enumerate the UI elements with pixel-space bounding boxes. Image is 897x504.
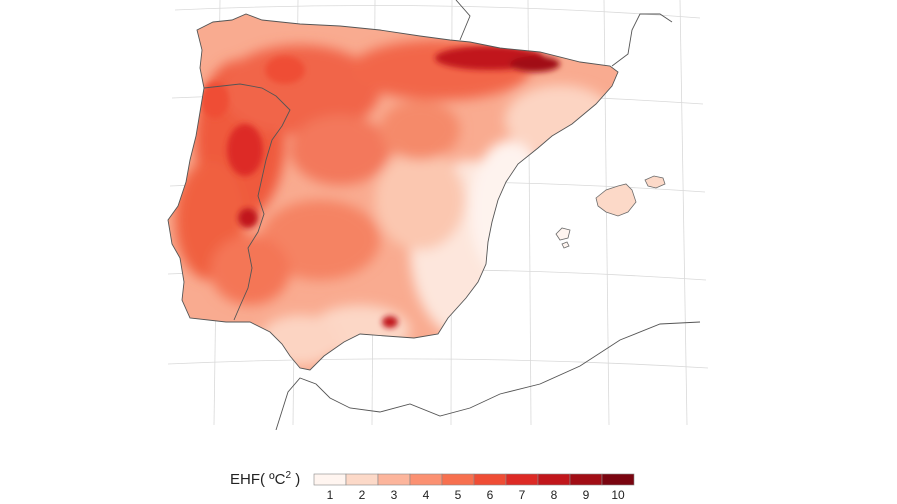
formentera [561,241,570,249]
legend-title-main: EHF( ºC [230,471,286,488]
africa-coast [275,321,701,430]
ibiza [555,227,571,241]
legend-title-sup: 2 [285,470,291,481]
legend-tick-10: 10 [611,488,625,502]
legend-bin-7 [505,473,539,486]
borders [167,0,701,430]
legend-tick-3: 3 [391,488,398,502]
legend-tick-6: 6 [487,488,494,502]
legend-color-bins [313,473,635,486]
legend-tick-2: 2 [359,488,366,502]
legend-bin-10 [601,473,635,486]
france-border [455,0,471,41]
legend-bin-4 [409,473,443,486]
legend-tick-4: 4 [423,488,430,502]
legend-bin-1 [313,473,347,486]
legend-tick-9: 9 [583,488,590,502]
ehf-map [167,0,709,430]
legend-bin-6 [473,473,507,486]
iberia-outline [167,13,619,371]
france-east [611,13,673,67]
menorca [644,175,666,189]
balearic-islands [555,175,666,249]
legend-title-close: ) [291,471,300,488]
legend-tick-labels: 1 2 3 4 5 6 7 8 9 10 [327,488,625,502]
ehf-field-iberia [168,14,618,370]
legend-tick-8: 8 [551,488,558,502]
portugal-spain-border [203,83,291,321]
legend-title: EHF( ºC2 ) [230,470,300,488]
legend: EHF( ºC2 ) 1 2 3 4 5 6 7 8 9 10 [230,470,635,502]
legend-bin-5 [441,473,475,486]
legend-bin-2 [345,473,379,486]
legend-bin-3 [377,473,411,486]
legend-tick-7: 7 [519,488,526,502]
legend-tick-5: 5 [455,488,462,502]
legend-bin-8 [537,473,571,486]
legend-bin-9 [569,473,603,486]
mallorca [595,183,637,217]
legend-tick-1: 1 [327,488,334,502]
